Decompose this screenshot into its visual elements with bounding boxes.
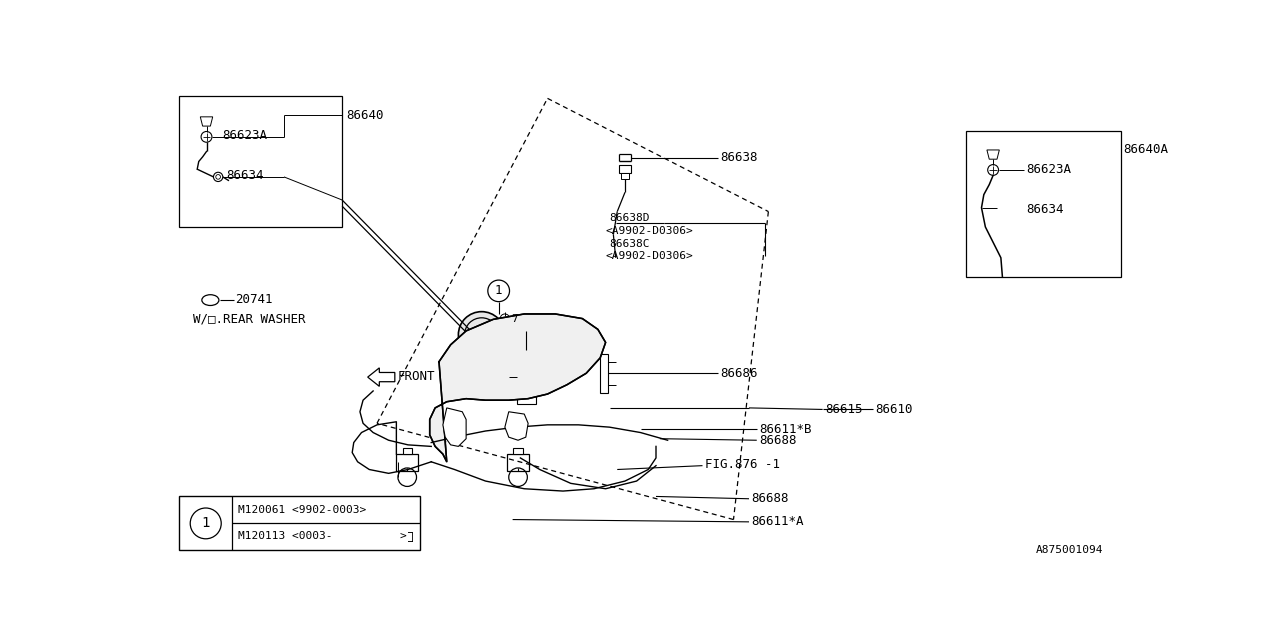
Text: 86686: 86686 [721, 367, 758, 380]
Text: <A9902-D0306>: <A9902-D0306> [605, 226, 694, 236]
Text: 86611*A: 86611*A [751, 515, 804, 529]
Text: 86623A: 86623A [221, 129, 268, 142]
Text: FRONT: FRONT [397, 370, 435, 383]
Text: <A9902-D0306>: <A9902-D0306> [605, 252, 694, 261]
Text: 86610: 86610 [876, 403, 913, 416]
Text: 1: 1 [495, 284, 503, 298]
Bar [507, 454, 529, 471]
Bar [179, 497, 420, 550]
Text: FIG.876 -1: FIG.876 -1 [705, 458, 780, 472]
Polygon shape [987, 150, 1000, 159]
Text: 7: 7 [511, 314, 518, 324]
Text: 86615: 86615 [824, 403, 863, 416]
Text: 86638C: 86638C [609, 239, 650, 249]
Bar [966, 131, 1121, 277]
Text: M120113 〃0003-           〄: M120113 〃0003- 〄 [238, 531, 413, 541]
Text: 1: 1 [201, 516, 210, 531]
Bar [621, 173, 628, 179]
Bar [517, 350, 536, 404]
Polygon shape [200, 117, 212, 126]
Text: M120061 〃0003-0003〄: M120061 〃0003-0003〄 [238, 506, 366, 515]
Text: 86634: 86634 [225, 169, 264, 182]
Bar [179, 96, 342, 227]
Text: 86611*B: 86611*B [759, 423, 812, 436]
Text: 86640A: 86640A [1124, 143, 1169, 156]
Text: 86623A: 86623A [1027, 163, 1071, 176]
Circle shape [458, 312, 504, 358]
Bar [397, 454, 419, 471]
Bar [618, 165, 631, 173]
Text: M120061 <9902-0003>: M120061 <9902-0003> [238, 506, 366, 515]
Bar [600, 354, 608, 392]
Text: 86634: 86634 [1027, 203, 1064, 216]
Polygon shape [430, 314, 605, 462]
Text: M120061 (9902-0003): M120061 (9902-0003) [238, 506, 366, 515]
Text: M120113 <0003-          >: M120113 <0003- > [238, 531, 406, 541]
Text: 86640: 86640 [346, 109, 384, 122]
Text: 86638D: 86638D [609, 212, 650, 223]
Bar [403, 448, 412, 454]
Polygon shape [367, 368, 394, 387]
Text: 86688: 86688 [759, 434, 796, 447]
Text: 86638: 86638 [721, 151, 758, 164]
Polygon shape [443, 408, 466, 447]
Text: 20741: 20741 [236, 293, 273, 306]
Text: 86688: 86688 [751, 492, 788, 505]
Text: W/□.REAR WASHER: W/□.REAR WASHER [192, 313, 305, 326]
Polygon shape [504, 412, 529, 440]
Bar [513, 448, 522, 454]
Text: A875001094: A875001094 [1036, 545, 1103, 556]
Text: M120113 〃0003-           〄: M120113 〃0003- 〄 [238, 531, 413, 541]
